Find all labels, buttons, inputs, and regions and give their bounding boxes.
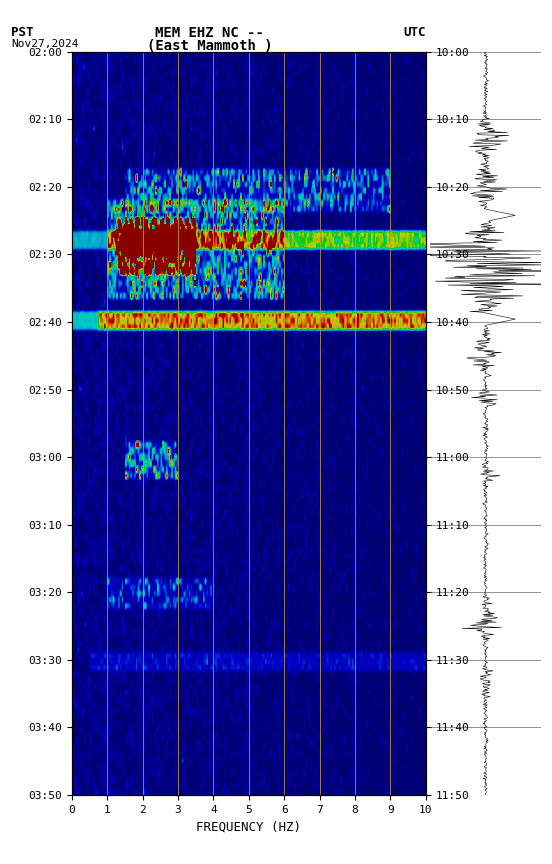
Text: PST: PST: [11, 26, 34, 39]
Text: UTC: UTC: [403, 26, 426, 39]
Text: Nov27,2024: Nov27,2024: [11, 39, 78, 49]
Text: MEM EHZ NC --: MEM EHZ NC --: [155, 26, 264, 40]
X-axis label: FREQUENCY (HZ): FREQUENCY (HZ): [196, 820, 301, 833]
Text: (East Mammoth ): (East Mammoth ): [147, 39, 273, 53]
